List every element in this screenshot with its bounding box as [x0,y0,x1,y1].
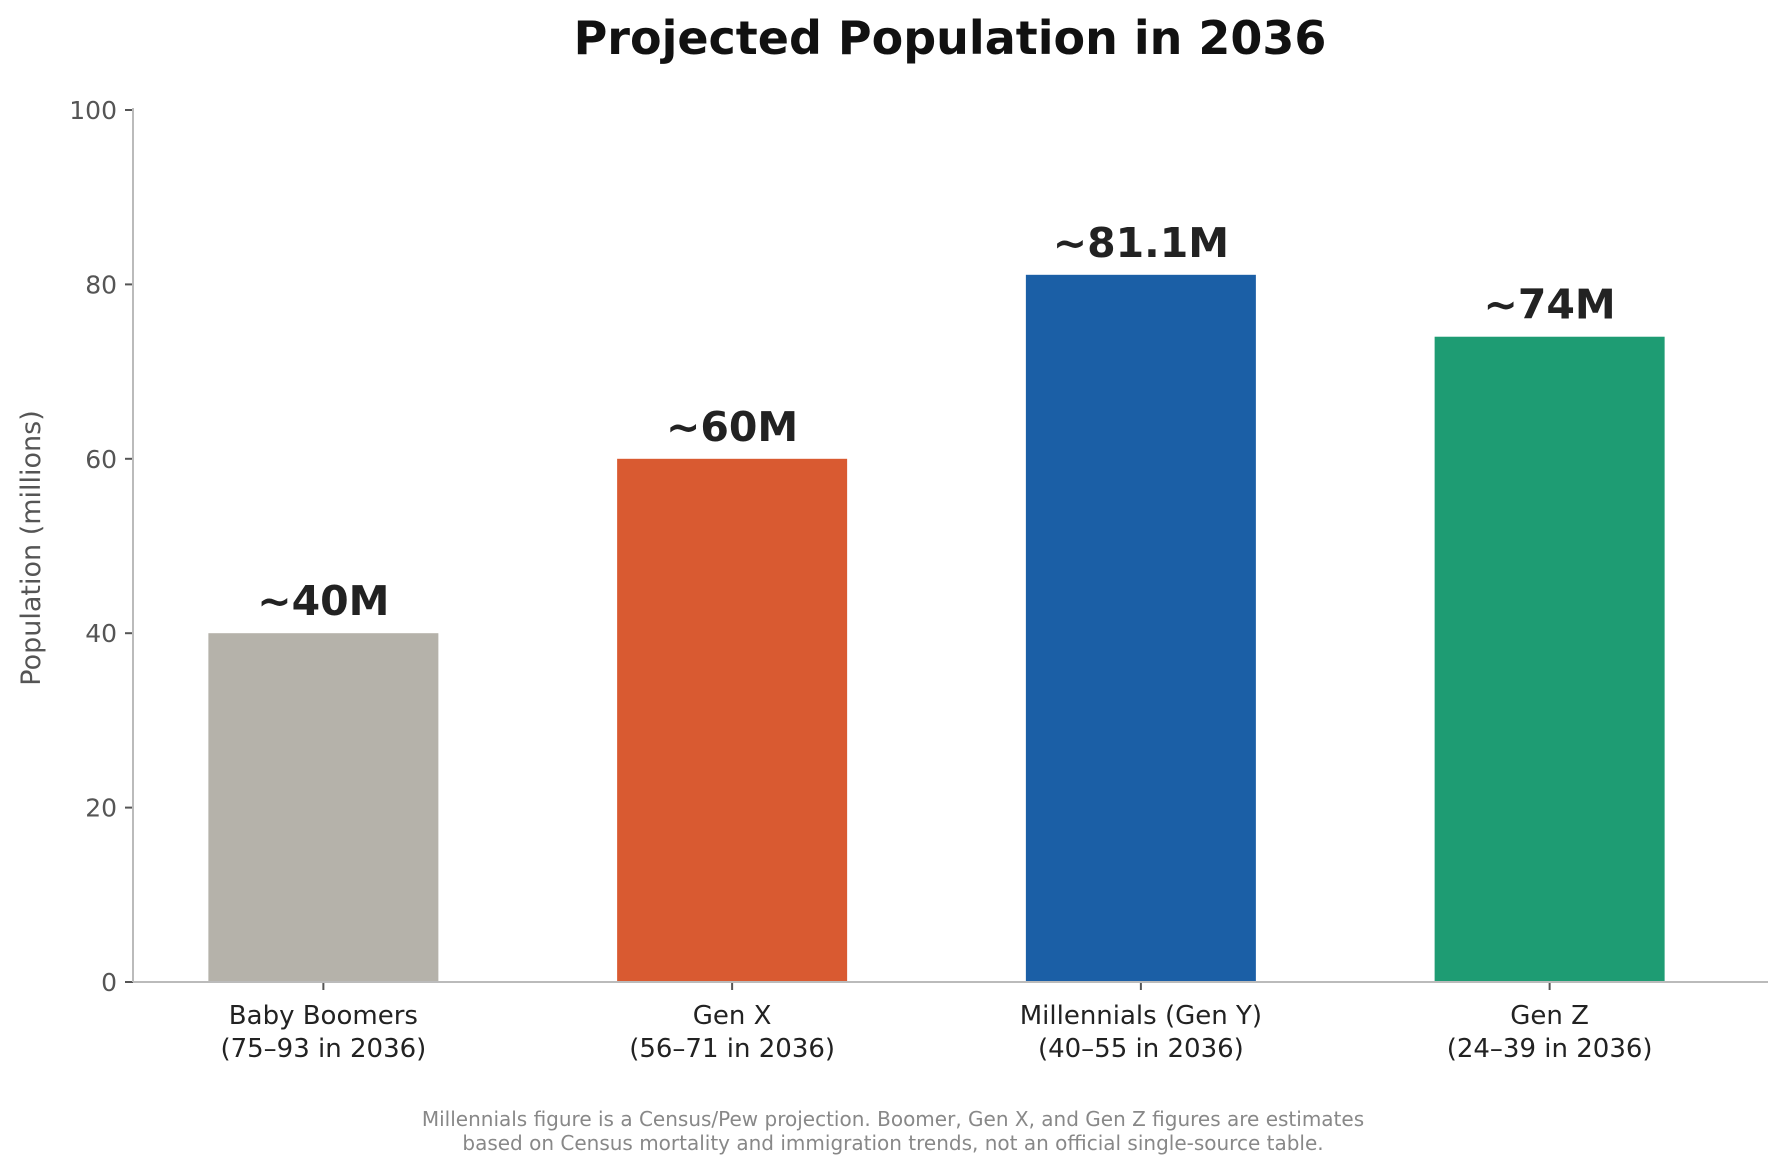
y-axis-ticks: 0 20 40 60 80 100 [69,96,133,997]
x-axis-ticks: Baby Boomers(75–93 in 2036) Gen X(56–71 i… [220,982,1653,1064]
x-tick-label: Gen Z [1510,1001,1589,1031]
bar [1025,274,1256,983]
x-tick-label: Millennials (Gen Y) [1020,1001,1262,1031]
x-tick-sublabel: (56–71 in 2036) [629,1034,835,1064]
x-tick-sublabel: (75–93 in 2036) [220,1034,426,1064]
y-tick-label: 100 [69,96,117,125]
x-tick-label: Baby Boomers [229,1001,418,1031]
bar-value-label: ~40M [257,577,389,625]
y-axis-label: Population (millions) [16,410,47,686]
x-tick-sublabel: (24–39 in 2036) [1447,1034,1653,1064]
bar [617,458,848,982]
bar-value-label: ~81.1M [1053,219,1229,267]
y-tick-label: 0 [101,968,117,997]
footnote-line-1: Millennials figure is a Census/Pew proje… [422,1107,1364,1131]
footnote-line-2: based on Census mortality and immigratio… [462,1131,1323,1155]
bar-value-labels: ~40M ~60M ~81.1M ~74M [257,219,1615,625]
bar [1434,336,1665,983]
y-tick-label: 40 [85,619,117,648]
x-tick-sublabel: (40–55 in 2036) [1038,1034,1244,1064]
bars [208,274,1665,983]
chart-title: Projected Population in 2036 [574,11,1327,65]
bar-value-label: ~74M [1484,281,1616,329]
bar-value-label: ~60M [666,403,798,451]
x-tick-label: Gen X [693,1001,772,1031]
y-tick-label: 80 [85,270,117,299]
y-tick-label: 60 [85,445,117,474]
bar [208,633,439,982]
y-tick-label: 20 [85,794,117,823]
